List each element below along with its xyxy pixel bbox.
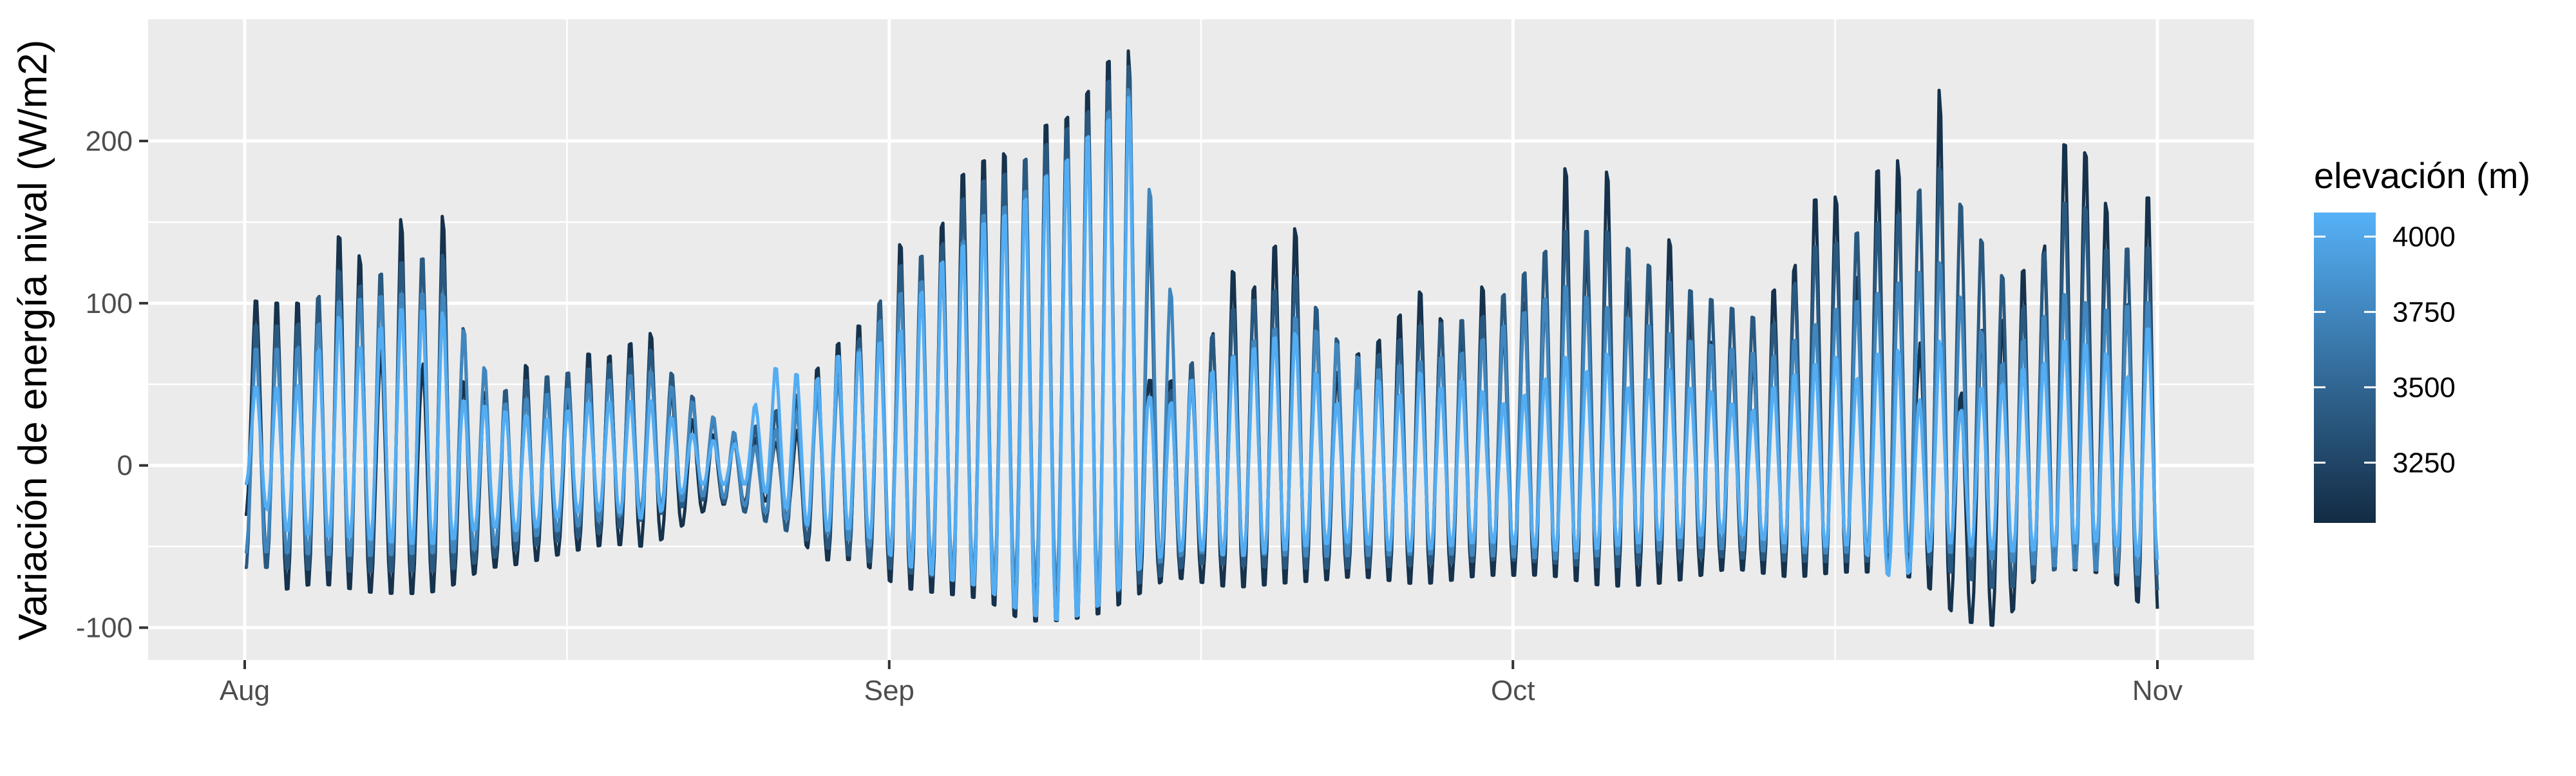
legend-colorbar (2314, 213, 2376, 523)
legend-tick-label: 3750 (2392, 296, 2456, 328)
x-axis: Aug Sep Oct Nov (220, 660, 2183, 706)
y-tick-label: 0 (117, 450, 133, 482)
legend-title: elevación (m) (2314, 155, 2530, 196)
y-tick-label: 100 (86, 288, 133, 319)
x-tick-label: Nov (2132, 675, 2183, 706)
legend: elevación (m) 3250 3500 3750 4000 (2314, 155, 2530, 523)
x-tick-label: Oct (1491, 675, 1535, 706)
x-tick-label: Aug (220, 675, 270, 706)
y-tick-label: -100 (76, 612, 133, 644)
legend-ticks: 3250 3500 3750 4000 (2314, 221, 2456, 478)
y-tick-label: 200 (86, 126, 133, 157)
y-axis-label: Variación de energía nival (W/m2) (11, 40, 55, 641)
x-tick-label: Sep (864, 675, 914, 706)
legend-tick-label: 3250 (2392, 447, 2456, 478)
series-line-4 (245, 96, 2159, 621)
series-layer (245, 49, 2159, 627)
y-axis: -100 0 100 200 (76, 126, 148, 644)
legend-tick-label: 3500 (2392, 372, 2456, 403)
legend-tick-label: 4000 (2392, 221, 2456, 252)
